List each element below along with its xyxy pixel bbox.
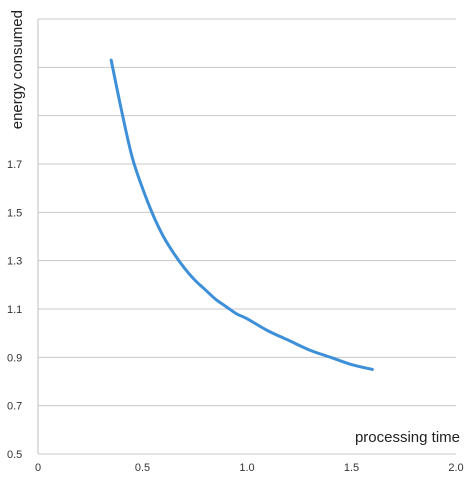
x-tick-label: 0: [35, 462, 41, 474]
y-tick-labels: 0.5 0.7 0.9 1.1 1.3 1.5 1.7: [7, 159, 22, 461]
y-tick-label: 1.5: [7, 207, 22, 219]
y-tick-label: 1.7: [7, 159, 22, 171]
x-tick-labels: 0 0.5 1.0 1.5 2.0: [35, 462, 464, 474]
series-line: [109, 58, 374, 371]
y-axis-label: energy consumed: [9, 10, 26, 129]
y-tick-label: 1.3: [7, 256, 22, 268]
x-tick-label: 1.0: [239, 462, 254, 474]
x-tick-label: 2.0: [448, 462, 463, 474]
y-tick-label: 1.1: [7, 304, 22, 316]
y-tick-label: 0.9: [7, 352, 22, 364]
x-axis-label: processing time: [355, 429, 460, 446]
y-tick-label: 0.7: [7, 401, 22, 413]
x-tick-label: 0.5: [135, 462, 150, 474]
gridlines: [38, 18, 456, 455]
x-tick-label: 1.5: [344, 462, 359, 474]
y-tick-label: 0.5: [7, 449, 22, 461]
